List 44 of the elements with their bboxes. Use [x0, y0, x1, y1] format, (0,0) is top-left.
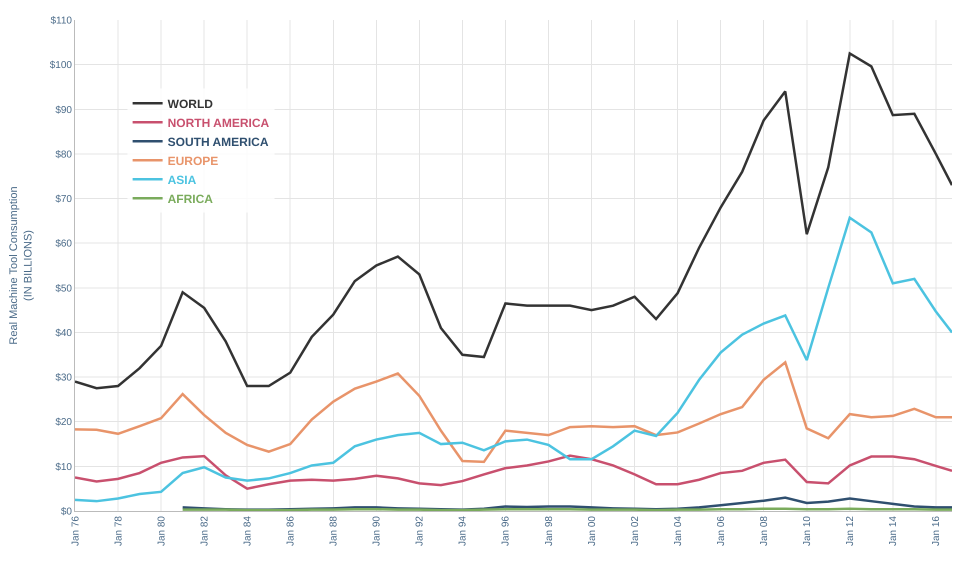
- x-tick-label: Jan 86: [285, 516, 296, 546]
- y-tick-label: $40: [55, 328, 72, 339]
- x-tick-label: Jan 08: [758, 516, 770, 546]
- y-tick-label: $100: [50, 60, 72, 72]
- legend-label: AFRICA: [168, 192, 214, 206]
- x-tick-label: Jan 00: [586, 516, 598, 546]
- legend-label: SOUTH AMERICA: [168, 134, 269, 149]
- x-tick-label: Jan 76: [70, 516, 82, 546]
- x-tick-label: Jan 98: [544, 516, 555, 546]
- x-tick-label: Jan 84: [242, 516, 254, 546]
- line-series: [75, 454, 952, 490]
- y-tick-label: $80: [55, 149, 72, 160]
- y-tick-label: $10: [55, 462, 72, 473]
- x-tick-label: Jan 12: [845, 516, 856, 546]
- y-tick-label: $90: [55, 104, 72, 116]
- line-series: [75, 361, 952, 464]
- x-tick-label: Jan 80: [156, 516, 168, 546]
- x-tick-label: Jan 10: [802, 516, 814, 546]
- legend-label: EUROPE: [168, 154, 218, 168]
- x-tick-label: Jan 16: [931, 516, 942, 546]
- legend-label: WORLD: [168, 96, 214, 111]
- y-tick-label: $50: [55, 283, 72, 294]
- y-tick-label: $60: [55, 238, 72, 250]
- x-tick-label: Jan 04: [672, 516, 684, 546]
- x-tick-label: Jan 06: [716, 516, 727, 546]
- x-tick-label: Jan 94: [458, 516, 469, 546]
- legend-label: NORTH AMERICA: [168, 116, 270, 130]
- x-tick-label: Jan 92: [414, 516, 426, 546]
- y-tick-label: $70: [55, 194, 72, 206]
- x-tick-label: Jan 14: [888, 516, 900, 546]
- y-tick-label: $110: [50, 16, 72, 26]
- x-tick-label: Jan 02: [630, 516, 641, 546]
- line-series: [75, 52, 952, 390]
- y-tick-label: $30: [55, 372, 72, 384]
- x-tick-label: Jan 90: [372, 516, 383, 546]
- line-series: [75, 216, 952, 502]
- legend-label: ASIA: [168, 172, 197, 187]
- x-tick-label: Jan 88: [328, 516, 340, 546]
- x-tick-label: Jan 78: [113, 516, 124, 546]
- y-tick-label: $20: [55, 417, 72, 428]
- y-tick-label: $0: [60, 506, 72, 518]
- x-tick-label: Jan 82: [199, 516, 210, 546]
- y-axis-title: Real Machine Tool Consumption (IN BILLIONS): [8, 186, 34, 345]
- x-tick-label: Jan 96: [500, 516, 512, 546]
